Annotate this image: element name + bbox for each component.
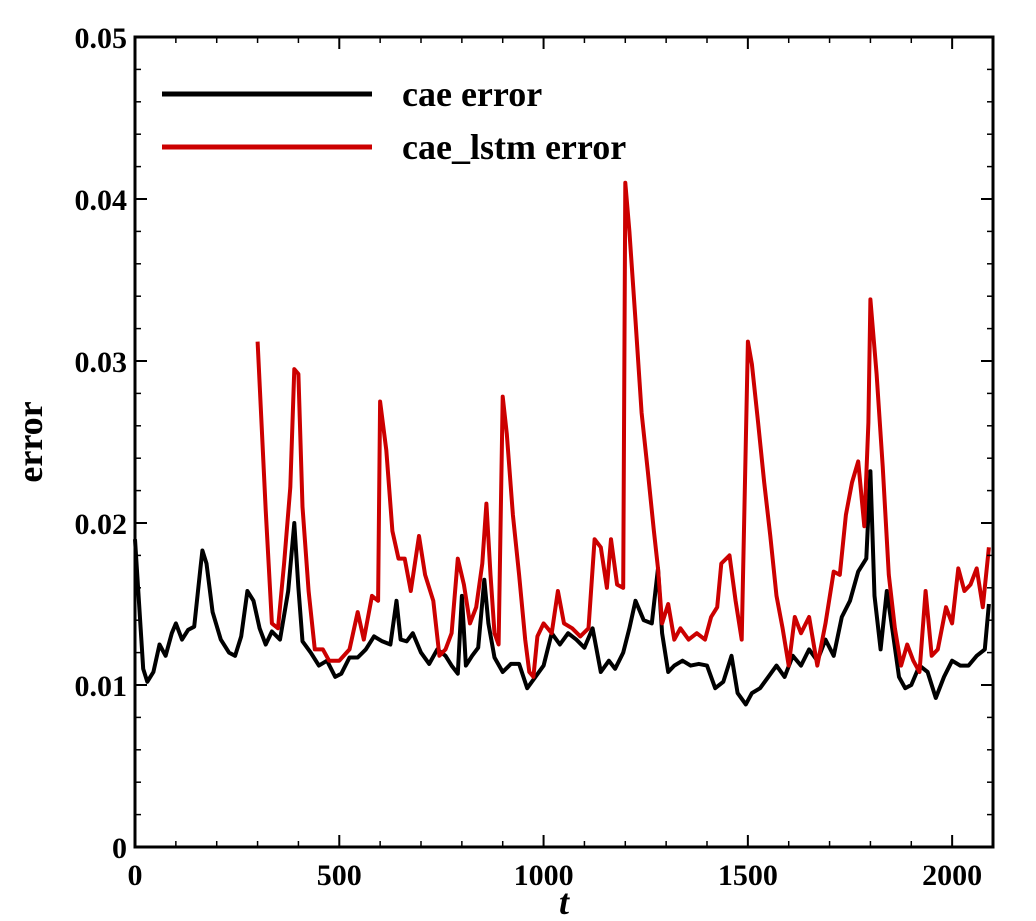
x-axis-title: t [559, 882, 570, 921]
axis-ticks [134, 36, 993, 848]
tick-labels: 0 500 1000 1500 2000 0 0.01 0.02 0.03 0.04 0.05 [75, 22, 983, 892]
legend-label-cae-lstm-error: cae_lstm error [402, 127, 626, 167]
series-line-cae-lstm-error [255, 180, 991, 679]
x-tick-label: 1500 [718, 859, 778, 892]
x-tick-label: 0 [128, 859, 143, 892]
x-tick-label: 2000 [922, 859, 982, 892]
y-axis-title: error [10, 401, 50, 482]
plot-frame [133, 35, 995, 849]
y-tick-label: 0.04 [75, 184, 128, 217]
plot-lines [133, 180, 991, 707]
y-tick-label: 0.03 [75, 346, 128, 379]
y-tick-label: 0.01 [75, 670, 128, 703]
legend: cae error cae_lstm error [162, 74, 626, 167]
x-tick-label: 1000 [514, 859, 574, 892]
y-tick-label: 0.05 [75, 22, 128, 55]
y-tick-label: 0.02 [75, 508, 128, 541]
y-tick-label: 0 [112, 832, 127, 865]
x-tick-label: 500 [317, 859, 362, 892]
legend-label-cae-error: cae error [402, 74, 542, 114]
